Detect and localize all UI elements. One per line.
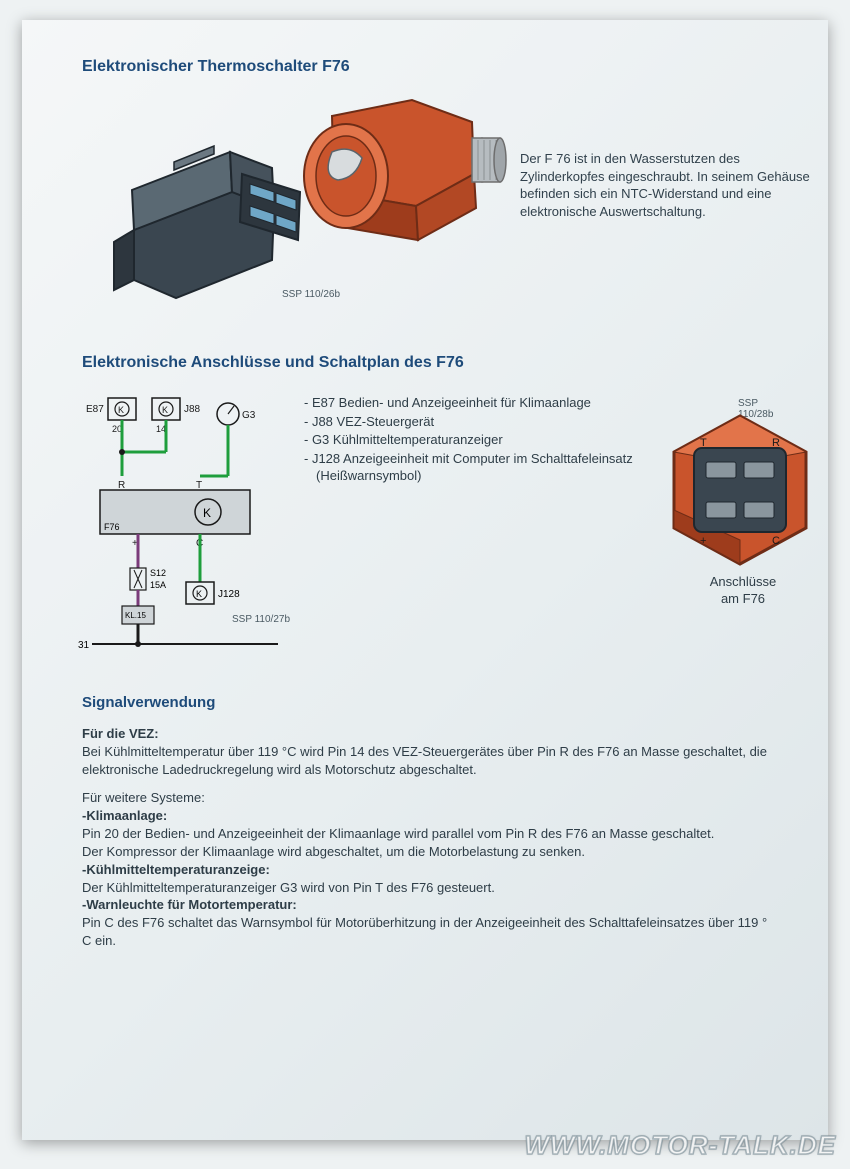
- temp-heading: -Kühlmitteltemperaturanzeige:: [82, 862, 270, 877]
- lbl-J128: J128: [218, 589, 240, 600]
- klima-p1: Pin 20 der Bedien- und Anzeigeeinheit de…: [82, 826, 714, 841]
- vez-heading: Für die VEZ:: [82, 726, 159, 741]
- lbl-31: 31: [78, 640, 90, 651]
- lbl-J88: J88: [184, 404, 201, 415]
- figure-thermoswitch: Der F 76 ist in den Wasserstutzen des Zy…: [82, 94, 776, 324]
- svg-text:K: K: [196, 589, 202, 599]
- connector-caption-line1: Anschlüsse: [710, 574, 776, 589]
- connector-caption-line2: am F76: [721, 591, 765, 606]
- figure-schematic-and-connector: K E87 20 K J88 14 G3: [82, 392, 776, 672]
- lbl-E87: E87: [86, 404, 104, 415]
- klima-heading: -Klimaanlage:: [82, 808, 167, 823]
- legend-E87: - E87 Bedien- und Anzeigeeinheit für Kli…: [304, 394, 634, 412]
- warn-p: Pin C des F76 schaltet das Warnsymbol fü…: [82, 915, 767, 948]
- fig2-reference: SSP 110/27b: [232, 614, 290, 625]
- watermark: WWW.MOTOR-TALK.DE: [524, 1130, 836, 1161]
- legend-G3: - G3 Kühlmitteltemperaturanzeiger: [304, 431, 634, 449]
- lbl-S12: S12: [150, 568, 166, 578]
- connector-caption: Anschlüsse am F76: [678, 574, 808, 608]
- lbl-15A: 15A: [150, 580, 166, 590]
- lbl-KL15: KL.15: [125, 611, 146, 620]
- heading-thermoschalter: Elektronischer Thermoschalter F76: [82, 58, 776, 76]
- legend-J88: - J88 VEZ-Steuergerät: [304, 413, 634, 431]
- legend-J128: - J128 Anzeigeeinheit mit Computer im Sc…: [304, 450, 634, 485]
- other-intro: Für weitere Systeme:: [82, 790, 205, 805]
- svg-text:K: K: [203, 506, 211, 520]
- connector-face: T R + C: [660, 410, 820, 570]
- fig1-reference: SSP 110/26b: [282, 289, 340, 300]
- legend-list: - E87 Bedien- und Anzeigeeinheit für Kli…: [304, 394, 634, 486]
- pin-R: R: [772, 437, 780, 449]
- document-page: Elektronischer Thermoschalter F76: [22, 20, 828, 1140]
- lbl-F76: F76: [104, 522, 120, 532]
- temp-p: Der Kühlmitteltemperaturanzeiger G3 wird…: [82, 880, 495, 895]
- fig1-caption: Der F 76 ist in den Wasserstutzen des Zy…: [520, 150, 822, 220]
- pin-plus: +: [700, 535, 706, 547]
- thermoswitch-illustration: [74, 82, 534, 302]
- heading-signalverwendung: Signalverwendung: [82, 694, 776, 711]
- klima-p2: Der Kompressor der Klimaanlage wird abge…: [82, 844, 585, 859]
- pin-C: C: [772, 535, 780, 547]
- heading-schaltplan: Elektronische Anschlüsse und Schaltplan …: [82, 354, 776, 372]
- svg-text:K: K: [118, 405, 124, 415]
- body-text: Für die VEZ: Bei Kühlmitteltemperatur üb…: [82, 725, 776, 950]
- lbl-G3: G3: [242, 410, 256, 421]
- pin-T: T: [700, 437, 707, 449]
- vez-paragraph: Bei Kühlmitteltemperatur über 119 °C wir…: [82, 744, 767, 777]
- warn-heading: -Warnleuchte für Motortemperatur:: [82, 897, 297, 912]
- svg-text:K: K: [162, 405, 168, 415]
